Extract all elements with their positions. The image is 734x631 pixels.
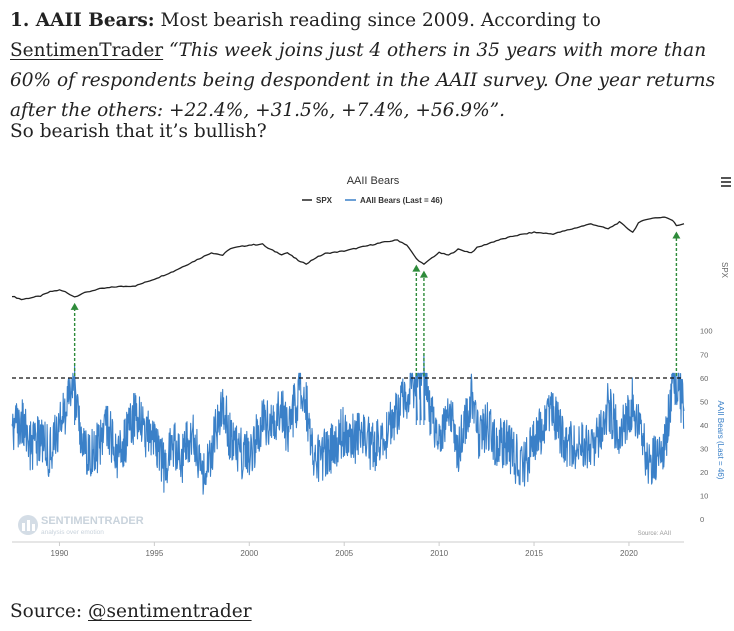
y-tick-label: 50	[700, 398, 708, 407]
watermark-text: SENTIMENTRADER	[41, 515, 144, 527]
y-axis-lower: 0 10 20 30 40 50 60 70 100	[700, 327, 713, 525]
series-spx	[11, 216, 685, 301]
source-link[interactable]: @sentimentrader	[88, 601, 252, 622]
legend: SPX AAII Bears (Last = 46)	[302, 196, 443, 205]
x-tick-label: 2020	[620, 549, 638, 558]
chart-menu-button[interactable]	[718, 175, 732, 189]
source-label: Source:	[10, 601, 83, 622]
x-tick-label: 1995	[145, 549, 163, 558]
y-axis-upper-label: SPX	[720, 262, 729, 279]
signal-marker-arrow	[419, 270, 428, 278]
y-tick-label: 70	[700, 351, 708, 360]
signal-marker-arrow	[672, 231, 681, 239]
watermark: SENTIMENTRADER analysis over emotion	[18, 515, 144, 536]
legend-bears-label: AAII Bears (Last = 46)	[360, 196, 443, 205]
quote-text: “This week joins just 4 others in 35 yea…	[10, 40, 716, 121]
article-intro: 1. AAII Bears: Most bearish reading sinc…	[10, 6, 725, 126]
intro-text: Most bearish reading since 2009. Accordi…	[160, 10, 601, 31]
signal-marker-arrow	[412, 264, 421, 272]
sentimentrader-link[interactable]: SentimenTrader	[10, 40, 164, 61]
x-tick-label: 1990	[51, 549, 69, 558]
y-tick-label: 60	[700, 374, 708, 383]
x-tick-label: 2015	[525, 549, 543, 558]
source-note: Source: AAII	[638, 531, 672, 537]
signal-markers	[70, 231, 681, 376]
x-tick-label: 2000	[240, 549, 258, 558]
x-axis: 1990 1995 2000 2005 2010 2015 2020	[51, 542, 638, 558]
question-text: So bearish that it’s bullish?	[10, 121, 267, 142]
chart-title: AAII Bears	[347, 175, 400, 187]
series-aaii-bears	[11, 353, 685, 495]
signal-marker-arrow	[70, 302, 79, 310]
x-tick-label: 2010	[430, 549, 448, 558]
y-axis-lower-label: AAII Bears (Last = 46)	[716, 401, 725, 480]
y-tick-label: 10	[700, 492, 708, 501]
plot-area: SENTIMENTRADER analysis over emotion Sou…	[11, 216, 729, 558]
y-tick-label: 30	[700, 445, 708, 454]
y-tick-label: 100	[700, 327, 713, 336]
section-heading: 1. AAII Bears:	[10, 10, 155, 31]
aaii-bears-chart: AAII Bears SPX AAII Bears (Last = 46) SE…	[11, 175, 732, 558]
source-line: Source: @sentimentrader	[10, 597, 725, 627]
legend-spx-label: SPX	[316, 196, 333, 205]
y-tick-label: 20	[700, 468, 708, 477]
watermark-tagline: analysis over emotion	[41, 529, 104, 536]
x-tick-label: 2005	[335, 549, 353, 558]
y-tick-label: 40	[700, 421, 708, 430]
y-tick-label: 0	[700, 515, 704, 524]
